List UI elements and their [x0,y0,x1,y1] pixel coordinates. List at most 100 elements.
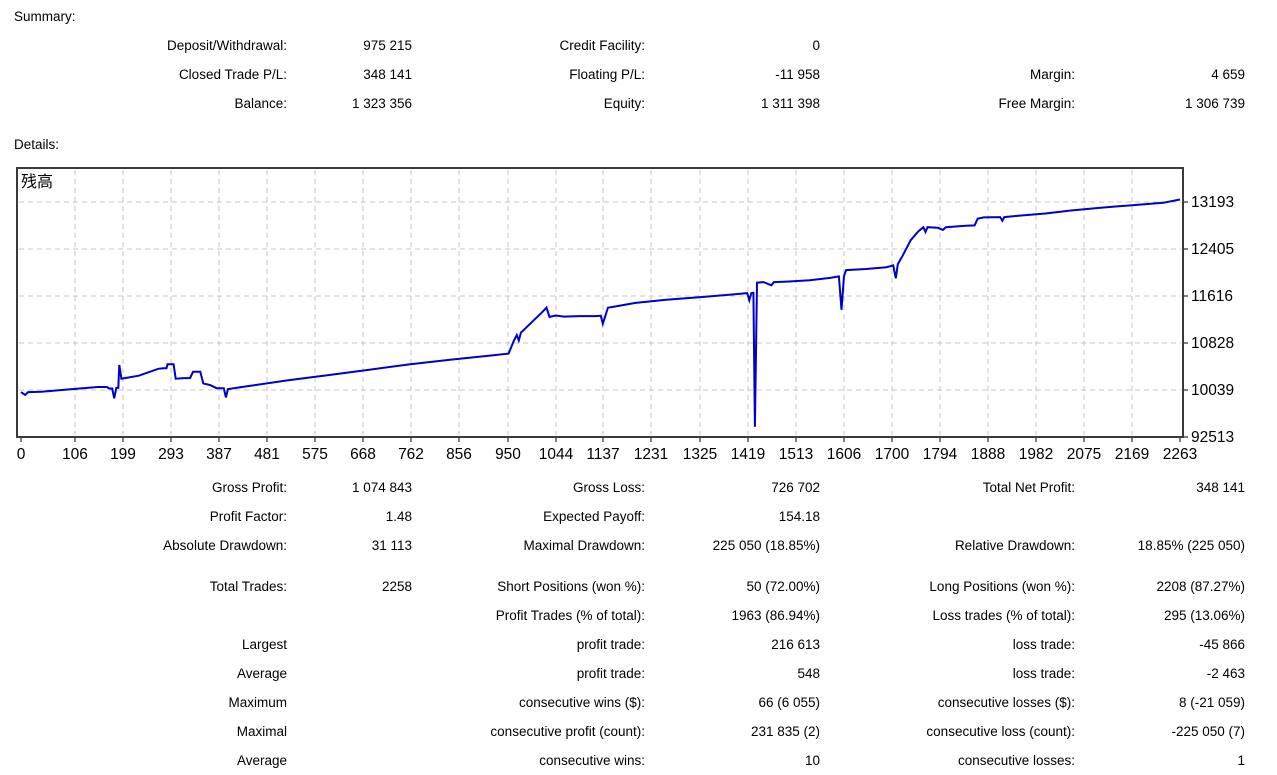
table-row: Maximal consecutive profit (count): 231 83… [0,717,1277,746]
stat-value [1075,502,1245,531]
stat-label: profit trade: [576,637,645,652]
stat-value: 295 (13.06%) [1163,608,1245,623]
stat-label [0,601,287,630]
stat-label: Deposit/Withdrawal: [166,38,287,53]
stat-label: Relative Drawdown: [954,538,1075,553]
stat-label: Profit Factor: [209,509,287,524]
table-row: Gross Profit: 1 074 843 Gross Loss: 726 702… [0,473,1277,502]
stat-label: Average [236,666,287,681]
table-row: Balance: 1 323 356 Equity: 1 311 398 Free Ma… [0,89,1277,118]
y-axis-tick-label: 11616 [1191,288,1233,305]
table-row: Total Trades: 2258 Short Positions (won %)… [0,572,1277,601]
stat-value: 1.48 [385,509,412,524]
stat-label: consecutive losses ($): [937,695,1075,710]
table-row: Maximum consecutive wins ($): 66 (6 055) co… [0,688,1277,717]
x-axis-tick-label: 1419 [731,446,765,463]
y-axis-tick-label: 12405 [1191,241,1234,258]
stat-value: 1 [1237,753,1245,768]
stat-value: 18.85% (225 050) [1137,538,1245,553]
stat-value: 975 215 [363,38,412,53]
x-axis-tick-label: 0 [17,446,26,463]
balance-chart: 13193 12405 11616 10828 10039 92513 0 106 199 293… [0,160,1277,472]
stat-label: Long Positions (won %): [929,579,1075,594]
x-axis-tick-label: 1888 [971,446,1005,463]
stat-label: Maximal Drawdown: [523,538,645,553]
stat-label: Credit Facility: [559,38,645,53]
table-row: Deposit/Withdrawal: 975 215 Credit Facilit… [0,31,1277,60]
chart-plot-border [16,167,1184,438]
y-axis-tick-label: 10039 [1191,382,1234,399]
x-axis-tick-label: 293 [158,446,184,463]
x-axis-tick-label: 668 [350,446,376,463]
x-axis-tick-label: 106 [62,446,88,463]
stat-value: 726 702 [771,480,820,495]
x-axis-tick-label: 481 [254,446,280,463]
stat-label: Absolute Drawdown: [163,538,287,553]
stat-value: 348 141 [1196,480,1245,495]
stat-label: Total Net Profit: [982,480,1075,495]
stat-value: 31 113 [371,538,412,553]
stat-value: 8 (-21 059) [1178,695,1245,710]
x-axis-tick-label: 1606 [827,446,861,463]
x-axis-tick-label: 2169 [1115,446,1149,463]
stat-value: 2208 (87.27%) [1156,579,1245,594]
stat-label: profit trade: [576,666,645,681]
stat-value [1075,31,1245,60]
summary-section-title: Summary: [14,9,76,24]
stat-value [287,717,412,746]
stat-label: Equity: [603,96,645,111]
stat-value [287,688,412,717]
stat-label: Margin: [1029,67,1075,82]
stat-label: loss trade: [1012,637,1075,652]
balance-line-series [20,198,1181,427]
x-axis-tick-label: 1513 [779,446,813,463]
y-axis-tick-label: 92513 [1191,429,1234,446]
stat-label: Gross Loss: [572,480,645,495]
x-axis-tick-label: 762 [398,446,424,463]
stat-value: 2258 [381,579,412,594]
x-axis-tick-label: 1325 [683,446,717,463]
stat-value: -11 958 [775,67,820,82]
stat-value: 1 311 398 [760,96,820,111]
stat-value: 1 306 739 [1184,96,1245,111]
stat-value: 154.18 [778,509,820,524]
stat-label: loss trade: [1012,666,1075,681]
stat-label: Largest [241,637,287,652]
x-axis-tick-label: 2263 [1163,446,1197,463]
stat-value: 231 835 (2) [750,724,820,739]
stat-label [820,31,1075,60]
stat-value [287,630,412,659]
stat-value: 10 [804,753,820,768]
x-axis-tick-label: 1982 [1019,446,1053,463]
stat-label: Profit Trades (% of total): [495,608,645,623]
table-row: Largest profit trade: 216 613 loss trade: -4… [0,630,1277,659]
table-row: Profit Trades (% of total): 1963 (86.94%)… [0,601,1277,630]
stat-label: Floating P/L: [569,67,645,82]
table-row: Absolute Drawdown: 31 113 Maximal Drawdown… [0,531,1277,560]
y-axis-tick-label: 10828 [1191,335,1234,352]
x-axis-tick-label: 1794 [923,446,958,463]
stat-value [287,659,412,688]
stat-value: 66 (6 055) [758,695,820,710]
stat-label: consecutive wins ($): [518,695,645,710]
stat-label: Closed Trade P/L: [178,67,287,82]
stat-label: Maximum [228,695,287,710]
stat-value: -45 866 [1199,637,1245,652]
x-axis-tick-label: 199 [110,446,136,463]
group-spacer [0,560,1277,572]
stat-label: Average [236,753,287,768]
x-axis-tick-label: 1137 [586,446,619,463]
stat-value: 548 [797,666,820,681]
stat-label: Balance: [234,96,287,111]
stat-value: 1 323 356 [351,96,412,111]
stat-value: 1 074 843 [351,480,412,495]
table-row: Profit Factor: 1.48 Expected Payoff: 154.18 [0,502,1277,531]
stat-label: consecutive losses: [957,753,1075,768]
stat-value: 4 659 [1211,67,1245,82]
details-table: Gross Profit: 1 074 843 Gross Loss: 726 702… [0,473,1277,775]
stat-label: Maximal [236,724,287,739]
x-axis-tick-label: 950 [495,446,521,463]
stat-value [287,746,412,775]
stat-label: consecutive wins: [539,753,645,768]
balance-chart-svg: 13193 12405 11616 10828 10039 92513 0 106 199 293… [16,167,1234,463]
